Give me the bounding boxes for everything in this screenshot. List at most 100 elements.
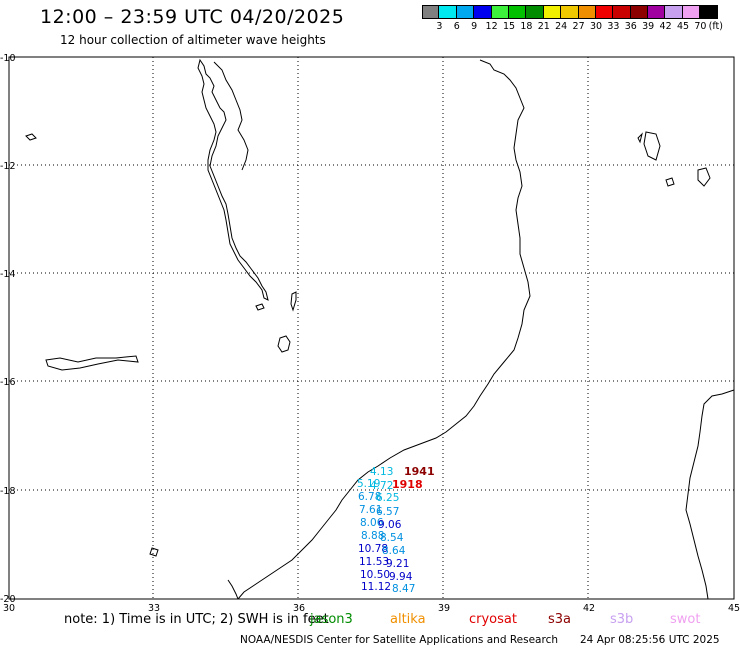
obs-value: 4.72: [370, 480, 393, 492]
legend-swatch: [700, 5, 718, 19]
legend-label: 70: [694, 21, 707, 32]
obs-value: 8.54: [380, 532, 404, 544]
lon-label: 39: [438, 603, 450, 614]
mission-swot: swot: [670, 612, 701, 627]
mission-jason3: jason3: [310, 612, 353, 627]
legend-swatch: [682, 5, 701, 19]
legend-label: 3: [436, 21, 443, 32]
pass-label: 1918: [392, 478, 423, 491]
coastlines: [25, 58, 735, 600]
pass-label: 1941: [404, 465, 435, 478]
lon-label: 30: [3, 603, 15, 614]
map-title: 12:00 – 23:59 UTC 04/20/2025: [40, 6, 345, 28]
lake-cahora-bassa: [45, 355, 139, 371]
legend-swatch: [543, 5, 562, 19]
lon-label: 33: [148, 603, 160, 614]
islet-west: [25, 133, 37, 141]
lake-malawi-outline: [197, 58, 269, 301]
obs-value: 5.19: [357, 478, 380, 490]
mission-s3a: s3a: [548, 612, 572, 627]
lon-label: 42: [583, 603, 595, 614]
legend-label: 27: [572, 21, 585, 32]
legend-swatch: [595, 5, 614, 19]
lat-label: -12: [0, 161, 16, 172]
obs-value: 8.88: [361, 530, 384, 542]
generated-timestamp: 24 Apr 08:25:56 UTC 2025: [580, 634, 720, 646]
legend-label: 15: [502, 21, 516, 32]
obs-value: 8.64: [382, 545, 406, 557]
obs-value: 8.47: [392, 583, 415, 595]
lat-label: -16: [0, 377, 16, 388]
lat-axis-labels: -10 -12 -14 -16 -18 -20: [0, 53, 16, 605]
lake-chilwa: [277, 335, 291, 353]
lat-label: -14: [0, 269, 16, 280]
legend-label: 12: [485, 21, 498, 32]
legend-swatch: [491, 5, 509, 19]
legend-label: 36: [624, 21, 637, 32]
obs-value: 8.06: [360, 517, 384, 529]
legend-label: 39: [642, 21, 655, 32]
map-frame: [8, 56, 735, 600]
legend-swatch: [561, 5, 579, 19]
legend-swatch: [526, 5, 544, 19]
credit-line: NOAA/NESDIS Center for Satellite Applica…: [240, 634, 558, 646]
madagascar-coast: [685, 389, 735, 600]
mission-altika: altika: [390, 612, 426, 627]
color-legend: [422, 5, 718, 19]
legend-label: 9: [471, 21, 478, 32]
legend-label: 45: [676, 21, 690, 32]
legend-label: 24: [555, 21, 568, 32]
obs-value: 9.06: [378, 519, 402, 531]
mozambique-coast: [237, 59, 531, 600]
footer-note: note: 1) Time is in UTC; 2) SWH is in fe…: [64, 612, 329, 627]
obs-value: 9.94: [389, 571, 413, 583]
lat-label: -10: [0, 53, 16, 64]
legend-swatch: [613, 5, 631, 19]
obs-value: 6.78: [358, 491, 381, 503]
obs-value: 11.53: [359, 556, 389, 568]
obs-value: 6.57: [376, 506, 399, 518]
legend-swatch: [578, 5, 596, 19]
legend-label: 33: [607, 21, 620, 32]
legend-swatch: [648, 5, 666, 19]
obs-value: 9.21: [386, 558, 409, 570]
coast-inlet-south: [227, 579, 239, 600]
legend-label: 42: [659, 21, 672, 32]
anjouan: [697, 167, 711, 187]
lon-axis-labels: 30 33 36 39 42 45: [3, 603, 740, 614]
grande-comore: [643, 131, 661, 161]
lat-label: -20: [0, 594, 16, 605]
obs-value: 11.12: [361, 581, 391, 593]
obs-value: 7.61: [359, 504, 382, 516]
obs-value: 6.25: [376, 492, 399, 504]
moheli: [665, 177, 675, 187]
lat-label: -18: [0, 486, 16, 497]
lake-chiuta: [290, 291, 297, 312]
legend-swatch: [456, 5, 475, 19]
legend-swatch: [439, 5, 457, 19]
legend-swatch: [508, 5, 527, 19]
legend-label: 21: [537, 21, 550, 32]
wave-observations: 4.13 5.19 4.72 6.78 6.25 7.61 6.57 8.06 …: [357, 466, 415, 595]
legend-swatch: [422, 5, 440, 19]
islet-bazaruto: [149, 547, 159, 557]
legend-swatch: [630, 5, 649, 19]
lon-label: 45: [728, 603, 740, 614]
lake-malawi-east-shore: [213, 61, 249, 171]
obs-value: 10.78: [358, 543, 388, 555]
mission-s3b: s3b: [610, 612, 634, 627]
legend-swatch: [665, 5, 683, 19]
lon-label: 36: [293, 603, 305, 614]
legend-unit: (ft): [708, 21, 723, 32]
obs-value: 10.50: [360, 569, 390, 581]
mission-cryosat: cryosat: [469, 612, 517, 627]
obs-value: 4.13: [370, 466, 393, 478]
map-subtitle: 12 hour collection of altimeter wave hei…: [60, 33, 326, 47]
graticule: [9, 57, 734, 599]
legend-swatch: [474, 5, 492, 19]
mayotte-shore: [637, 132, 643, 144]
legend-labels: 3 6 9 12 15 18 21 24 27 30 33 36 39 42 45 70 (ft): [422, 21, 740, 35]
legend-label: 6: [453, 21, 460, 32]
lake-malombe: [255, 303, 265, 311]
